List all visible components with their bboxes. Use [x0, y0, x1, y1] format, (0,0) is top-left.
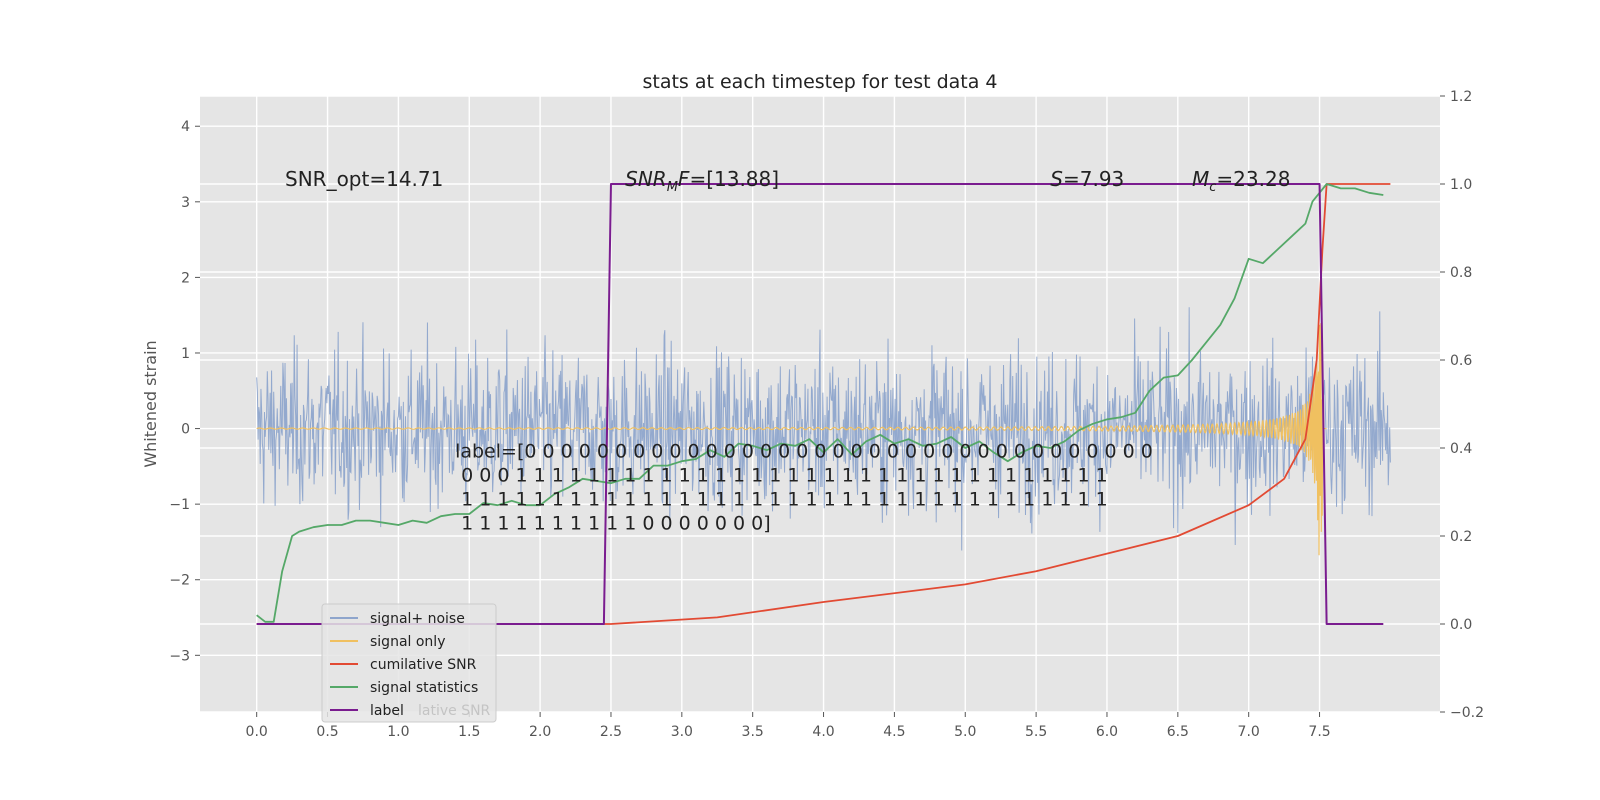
y2-tick-label: 0.8 [1450, 265, 1472, 281]
y2-tick-label: 0.6 [1450, 353, 1472, 369]
annotation-text: Mc=23.28 [1192, 167, 1290, 195]
x-tick-label: 2.0 [529, 724, 551, 740]
legend-label: signal+ noise [370, 611, 465, 627]
series-signal-noise [256, 307, 1391, 551]
x-tick-label: 6.5 [1167, 724, 1189, 740]
y2-tick-label: 0.0 [1450, 617, 1472, 633]
x-tick-label: 4.0 [812, 724, 834, 740]
y-tick-label: 0 [181, 422, 190, 438]
chart-title: stats at each timestep for test data 4 [642, 71, 997, 93]
annotations: SNR_opt=14.71 SNRMF=[13.88] S=7.93 Mc=23.28 [285, 167, 1290, 195]
legend-label: signal statistics [370, 680, 478, 696]
annotation-text: S=7.93 [1050, 167, 1124, 191]
x-tick-label: 0.5 [316, 724, 338, 740]
x-tick-label: 7.0 [1238, 724, 1260, 740]
series-layer [256, 183, 1391, 625]
series-signal-statistics [256, 183, 1384, 623]
legend-label: signal only [370, 634, 445, 650]
series-label [256, 183, 1384, 625]
y-tick-label: −2 [169, 573, 190, 589]
x-tick-label: 0.0 [246, 724, 268, 740]
y-axis-right: −0.2 0.0 0.2 0.4 0.6 0.8 1.0 1.2 [1440, 89, 1484, 721]
y-tick-label: −1 [169, 497, 190, 513]
y2-tick-label: 0.4 [1450, 441, 1472, 457]
legend-box [321, 603, 497, 723]
legend: signal+ noise signal only cumilative SNR si… [321, 603, 497, 723]
y2-tick-label: 0.2 [1450, 529, 1472, 545]
x-tick-label: 1.5 [458, 724, 480, 740]
x-tick-label: 3.5 [742, 724, 764, 740]
series-signal-only [256, 323, 1327, 556]
x-tick-label: 7.5 [1308, 724, 1330, 740]
y-tick-label: 1 [181, 346, 190, 362]
label-array-line: label=[0 0 0 0 0 0 0 0 0 0 0 0 0 0 0 0 0… [455, 440, 1153, 462]
label-array-text: label=[0 0 0 0 0 0 0 0 0 0 0 0 0 0 0 0 0… [455, 440, 1153, 534]
y2-tick-label: −0.2 [1450, 705, 1484, 721]
legend-label: cumilative SNR [370, 657, 477, 673]
x-tick-label: 3.0 [671, 724, 693, 740]
y2-tick-label: 1.2 [1450, 89, 1472, 105]
annotation-text: SNR_opt=14.71 [285, 167, 443, 191]
y-tick-label: 2 [181, 270, 190, 286]
y-tick-label: 3 [181, 195, 190, 211]
x-axis: 0.0 0.5 1.0 1.5 2.0 2.5 3.0 3.5 4.0 4.5 5.0 5.5 6.0 6… [246, 712, 1331, 740]
y-axis-label: Whitened strain [141, 340, 160, 467]
x-tick-label: 5.5 [1025, 724, 1047, 740]
x-tick-label: 1.0 [387, 724, 409, 740]
annotation-text: SNRMF=[13.88] [625, 167, 779, 195]
x-tick-label: 4.5 [883, 724, 905, 740]
x-tick-label: 6.0 [1096, 724, 1118, 740]
y2-tick-label: 1.0 [1450, 177, 1472, 193]
y-tick-label: 4 [181, 119, 190, 135]
y-axis-left: −3 −2 −1 0 1 2 3 4 [169, 119, 200, 664]
label-array-line: 0 0 0 1 1 1 1 1 1 1 1 1 1 1 1 1 1 1 1 1 … [455, 464, 1108, 486]
legend-label: label [370, 703, 404, 719]
x-tick-label: 2.5 [600, 724, 622, 740]
label-array-line: 1 1 1 1 1 1 1 1 1 1 0 0 0 0 0 0 0] [455, 512, 771, 534]
x-tick-label: 5.0 [954, 724, 976, 740]
legend-ghost-overlap: lative SNR [418, 703, 491, 719]
label-array-line: 1 1 1 1 1 1 1 1 1 1 1 1 1 1 1 1 1 1 1 1 … [455, 488, 1108, 510]
y-tick-label: −3 [169, 648, 190, 664]
